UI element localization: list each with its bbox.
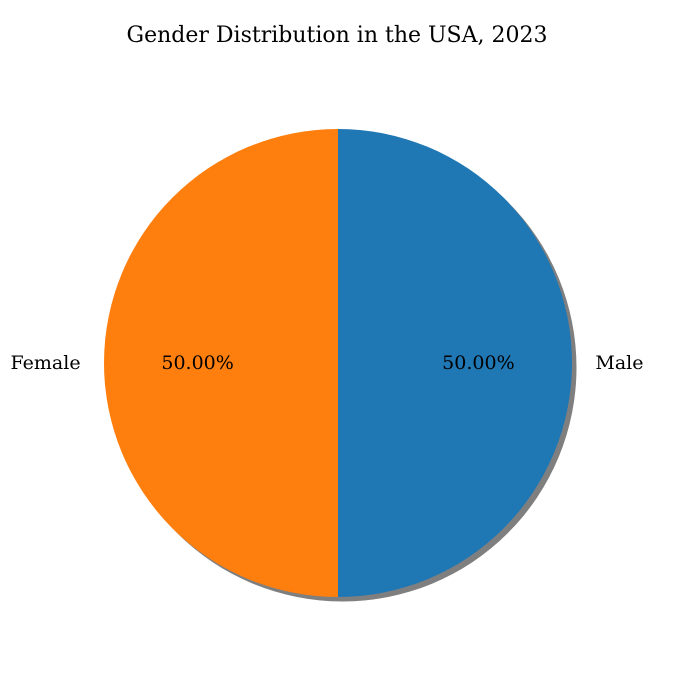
chart-title: Gender Distribution in the USA, 2023 (127, 23, 548, 48)
slice-label-female: Female (11, 352, 81, 374)
pie-slice-male (338, 129, 572, 597)
pie-slices (104, 129, 572, 597)
slice-percent-female: 50.00% (161, 352, 233, 374)
pie-labels: Male 50.00% Female 50.00% (11, 352, 644, 374)
slice-label-male: Male (595, 352, 643, 374)
pie-slice-female (104, 129, 338, 597)
slice-percent-male: 50.00% (442, 352, 514, 374)
